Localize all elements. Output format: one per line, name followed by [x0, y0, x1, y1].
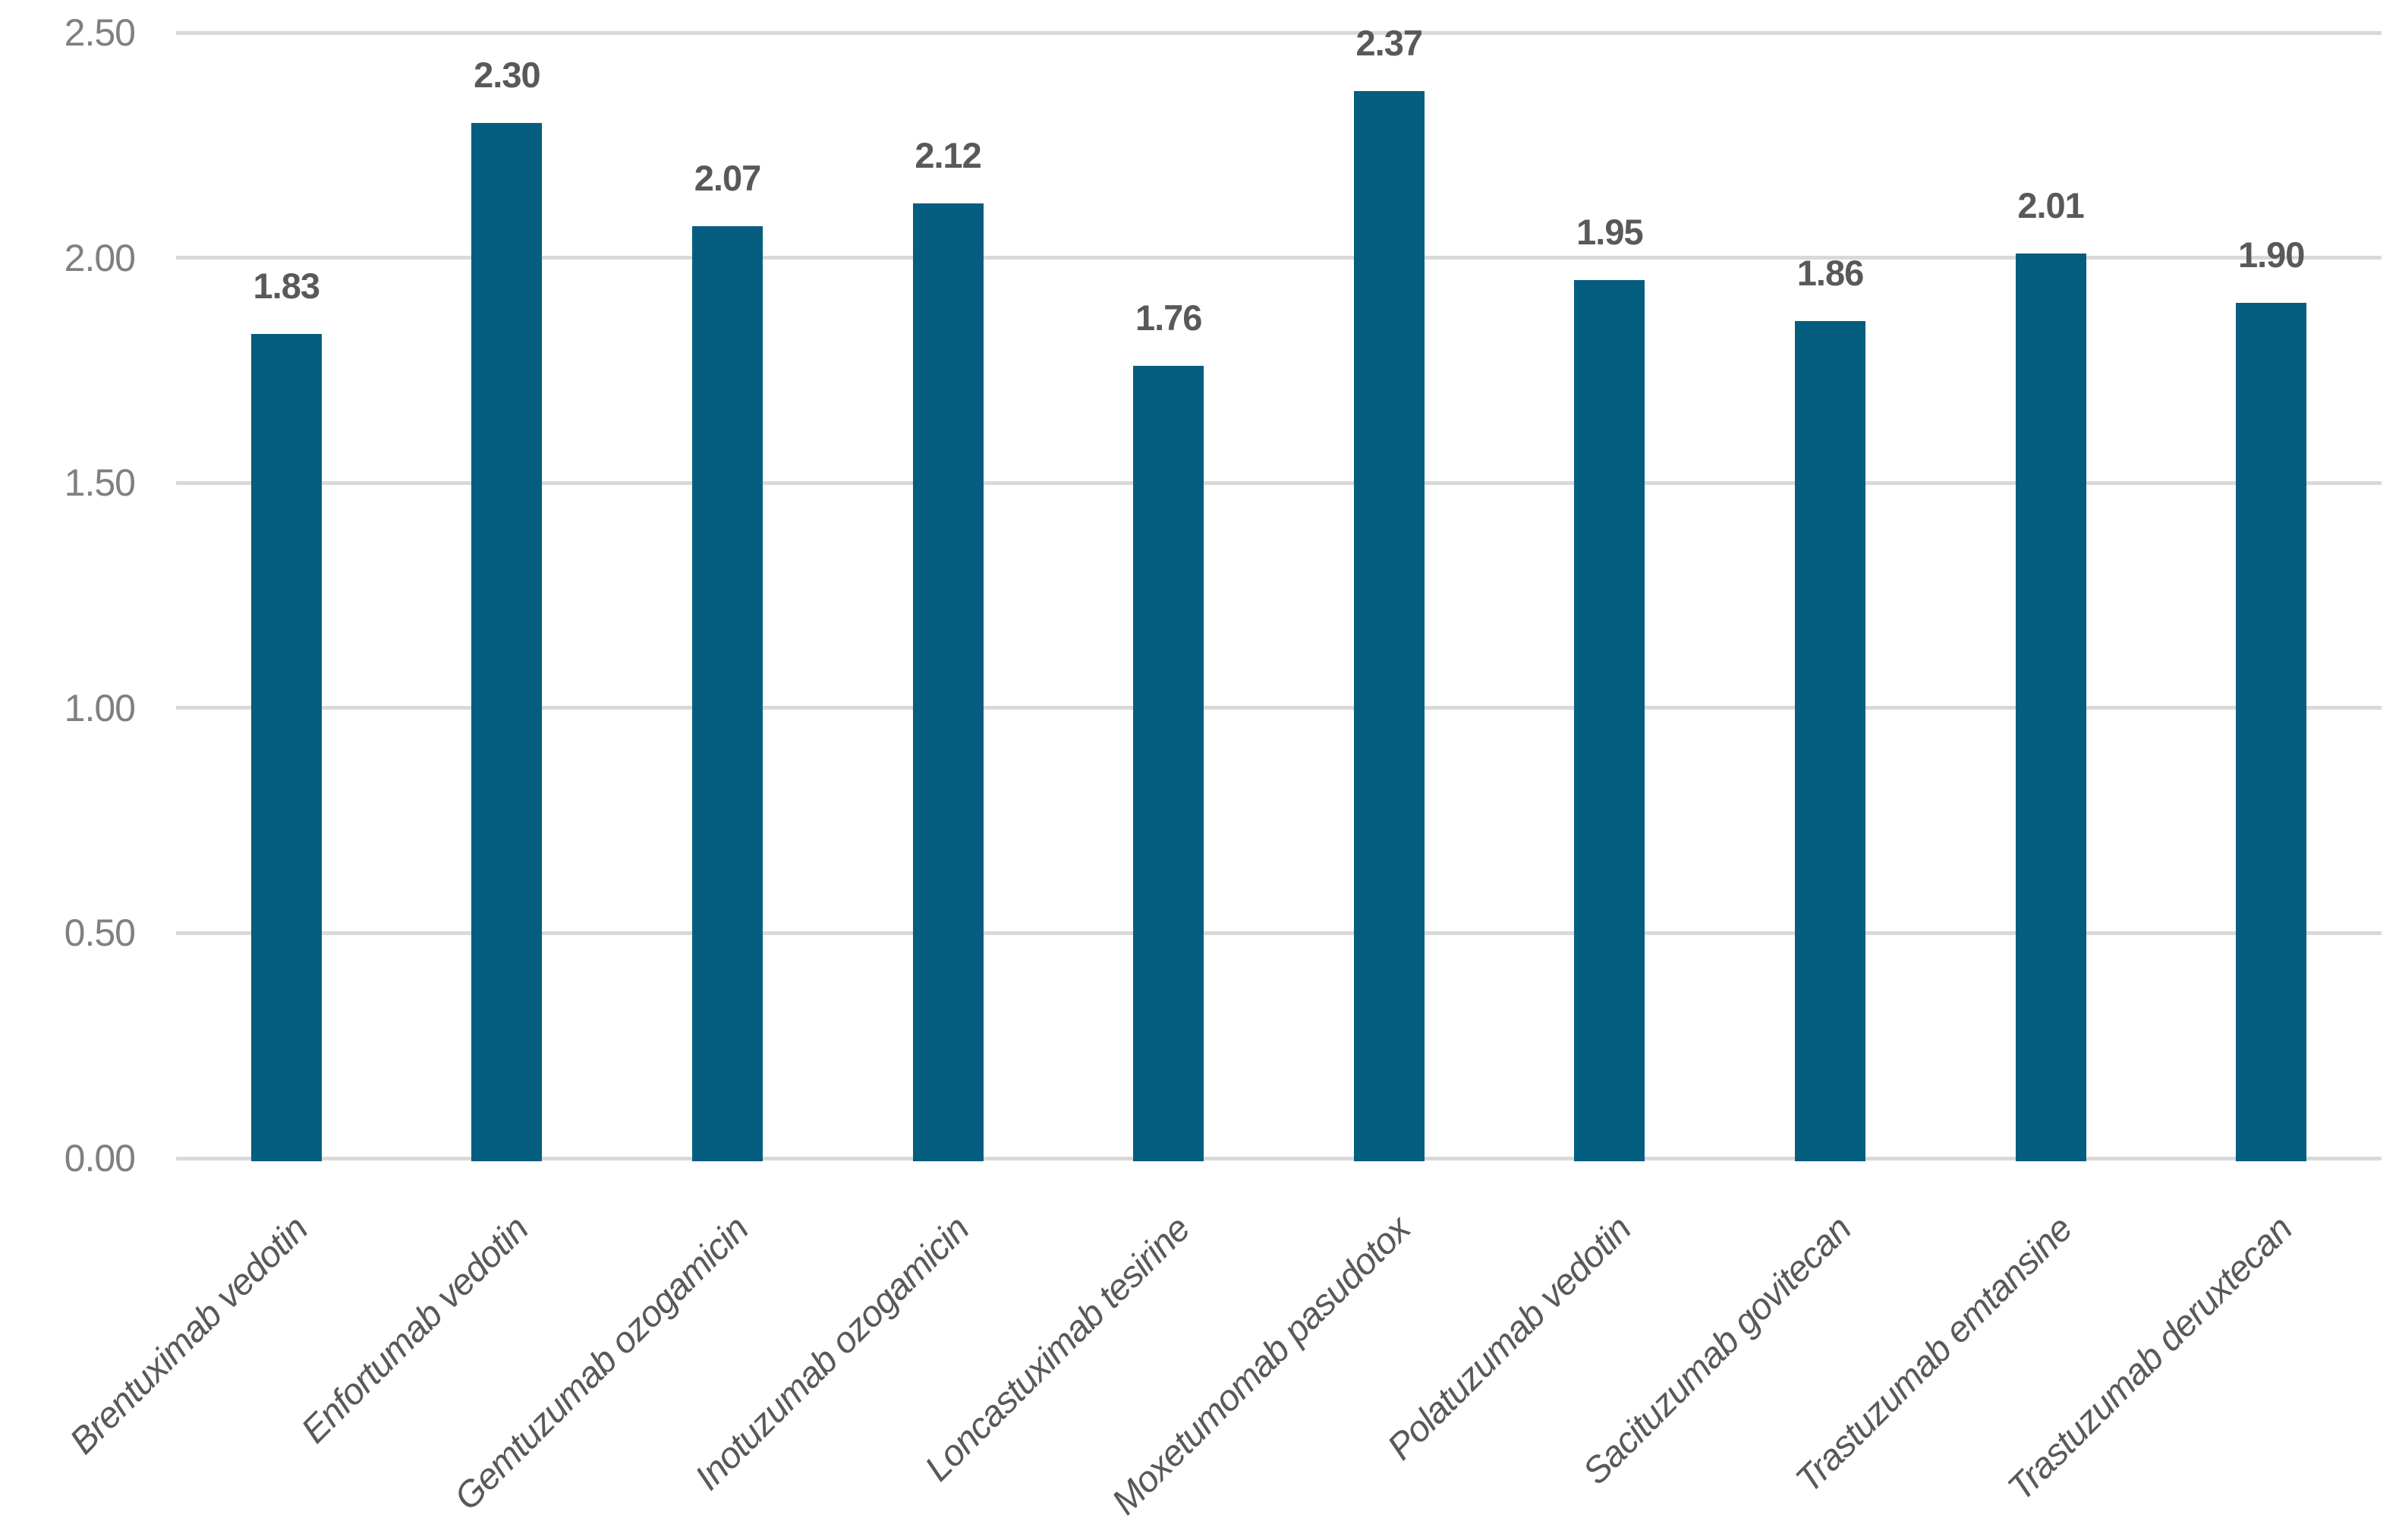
- value-label-trastuzumab-deruxtecan: 1.90: [2237, 234, 2305, 275]
- gridline-0.50: [176, 931, 2382, 935]
- bar-sacituzumab-govitecan: [1795, 320, 1865, 1161]
- value-label-brentuximab-vedotin: 1.83: [253, 266, 320, 307]
- bar-moxetumomab-pasudotox: [1353, 91, 1425, 1161]
- gridline-0.00: [176, 1156, 2382, 1161]
- bar-trastuzumab-emtansine: [2015, 253, 2086, 1161]
- bar-loncastuximab-tesirine: [1133, 365, 1204, 1161]
- gridline-2.50: [176, 30, 2382, 35]
- value-label-loncastuximab-tesirine: 1.76: [1135, 297, 1202, 338]
- value-label-polatuzumab-vedotin: 1.95: [1576, 212, 1643, 253]
- value-label-gemtuzumab-ozogamicin: 2.07: [694, 158, 761, 199]
- bar-trastuzumab-deruxtecan: [2236, 302, 2307, 1161]
- gridline-1.50: [176, 480, 2382, 485]
- bar-brentuximab-vedotin: [250, 334, 322, 1161]
- bar-polatuzumab-vedotin: [1574, 280, 1645, 1161]
- category-label-brentuximab-vedotin: Brentuximab vedotin: [62, 1208, 316, 1463]
- gridline-1.00: [176, 706, 2382, 710]
- y-tick-label: 1.00: [64, 686, 136, 729]
- value-label-moxetumomab-pasudotox: 2.37: [1355, 23, 1423, 64]
- value-label-trastuzumab-emtansine: 2.01: [2017, 184, 2084, 225]
- bar-inotuzumab-ozogamicin: [912, 203, 984, 1161]
- y-tick-label: 2.00: [64, 236, 136, 279]
- value-label-sacituzumab-govitecan: 1.86: [1796, 252, 1864, 293]
- y-tick-label: 0.00: [64, 1137, 136, 1179]
- category-label-polatuzumab-vedotin: Polatuzumab vedotin: [1380, 1208, 1639, 1468]
- gridline-2.00: [176, 256, 2382, 260]
- bar-gemtuzumab-ozogamicin: [692, 226, 763, 1161]
- y-tick-label: 1.50: [64, 461, 136, 505]
- category-label-enfortumab-vedotin: Enfortumab vedotin: [294, 1208, 537, 1451]
- bar-enfortumab-vedotin: [471, 122, 543, 1161]
- y-tick-label: 2.50: [64, 11, 136, 54]
- value-label-inotuzumab-ozogamicin: 2.12: [915, 135, 981, 176]
- value-label-enfortumab-vedotin: 2.30: [474, 54, 540, 95]
- y-tick-label: 0.50: [64, 912, 136, 955]
